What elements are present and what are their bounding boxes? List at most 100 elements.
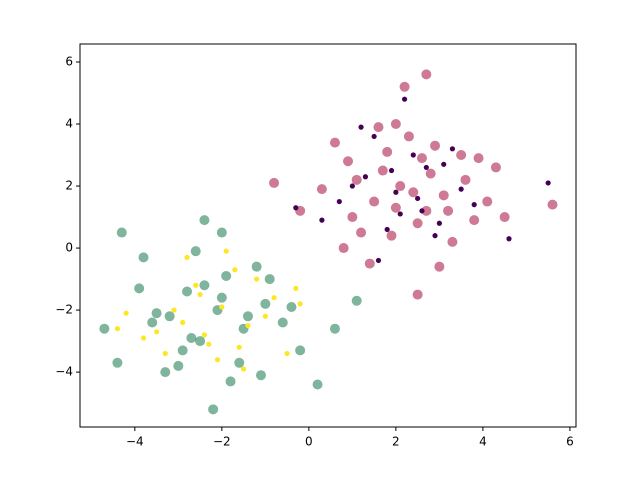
scatter-point xyxy=(190,246,201,257)
scatter-point xyxy=(423,164,429,171)
plot-area xyxy=(80,44,576,427)
scatter-point xyxy=(473,153,484,164)
scatter-point xyxy=(216,292,227,303)
scatter-point xyxy=(234,357,245,368)
scatter-point xyxy=(349,183,355,189)
y-tick-label: 6 xyxy=(65,54,73,68)
scatter-point xyxy=(425,168,436,179)
scatter-point xyxy=(293,205,299,211)
scatter-point xyxy=(197,291,203,298)
scatter-point xyxy=(410,152,416,158)
scatter-point xyxy=(173,360,184,371)
scatter-point xyxy=(375,257,382,264)
scatter-point xyxy=(293,285,299,291)
scatter-point xyxy=(358,124,364,130)
scatter-point xyxy=(295,345,306,356)
scatter-point xyxy=(499,212,510,223)
scatter-point xyxy=(245,322,251,329)
scatter-point xyxy=(412,218,423,229)
x-tick-label: 2 xyxy=(392,435,400,449)
scatter-point xyxy=(351,174,362,185)
scatter-point xyxy=(221,270,232,281)
scatter-point xyxy=(242,311,253,322)
scatter-point xyxy=(199,215,210,226)
scatter-point xyxy=(232,267,238,273)
scatter-point xyxy=(269,177,280,188)
scatter-point xyxy=(236,344,242,350)
scatter-point xyxy=(319,217,325,223)
scatter-point xyxy=(390,119,401,130)
scatter-point xyxy=(384,226,390,233)
scatter-point xyxy=(393,189,399,195)
scatter-point xyxy=(460,174,471,185)
scatter-point xyxy=(251,261,262,272)
scatter-point xyxy=(153,329,160,335)
scatter-point xyxy=(408,187,419,198)
scatter-point xyxy=(219,304,225,310)
scatter-point xyxy=(151,308,162,319)
y-tick-label: 4 xyxy=(65,117,73,131)
scatter-point xyxy=(401,96,408,102)
scatter-point xyxy=(162,350,168,357)
scatter-point xyxy=(116,227,127,238)
scatter-point xyxy=(436,220,442,226)
scatter-point xyxy=(471,202,477,208)
scatter-point xyxy=(171,307,177,313)
scatter-point xyxy=(545,180,551,186)
scatter-point xyxy=(399,81,410,92)
scatter-point xyxy=(254,276,260,282)
scatter-point xyxy=(390,202,401,213)
x-tick-label: 0 xyxy=(305,435,313,449)
scatter-point xyxy=(164,311,175,322)
scatter-point xyxy=(114,326,121,332)
scatter-point xyxy=(373,122,384,133)
y-tick-label: −2 xyxy=(55,303,73,317)
scatter-point xyxy=(255,370,266,381)
scatter-point xyxy=(180,319,186,326)
scatter-point xyxy=(262,313,268,319)
scatter-point xyxy=(386,230,397,241)
scatter-point xyxy=(264,274,275,285)
scatter-point xyxy=(312,379,323,390)
scatter-point xyxy=(240,366,247,372)
scatter-point xyxy=(395,181,406,192)
scatter-point xyxy=(271,295,277,301)
scatter-point xyxy=(371,133,377,140)
scatter-point xyxy=(336,198,342,205)
scatter-point xyxy=(347,212,358,223)
scatter-point xyxy=(364,258,375,269)
scatter-point xyxy=(186,332,197,343)
scatter-point xyxy=(206,341,212,347)
y-tick-label: 0 xyxy=(65,241,73,255)
scatter-point xyxy=(351,295,362,306)
scatter-point xyxy=(329,323,340,334)
scatter-point xyxy=(421,69,432,80)
scatter-point xyxy=(447,236,458,247)
scatter-point xyxy=(147,317,158,328)
x-tick-label: −4 xyxy=(126,435,144,449)
scatter-point xyxy=(112,357,123,368)
scatter-point xyxy=(214,357,221,363)
scatter-point xyxy=(456,150,467,161)
scatter-point xyxy=(458,186,464,192)
scatter-point xyxy=(177,345,188,356)
scatter-point xyxy=(297,301,303,307)
x-tick-label: −2 xyxy=(213,435,231,449)
scatter-point xyxy=(403,131,414,142)
scatter-point xyxy=(201,332,208,338)
scatter-point xyxy=(419,208,425,214)
scatter-point xyxy=(377,165,388,176)
scatter-point xyxy=(547,199,558,210)
scatter-point xyxy=(397,211,403,217)
scatter-point xyxy=(362,174,369,180)
scatter-point xyxy=(506,236,512,242)
scatter-point xyxy=(490,162,501,173)
scatter-point xyxy=(216,227,227,238)
marks xyxy=(99,69,558,415)
scatter-point xyxy=(438,190,449,201)
scatter-point xyxy=(432,233,438,239)
scatter-point xyxy=(199,280,210,291)
scatter-point xyxy=(277,317,288,328)
scatter-point xyxy=(443,205,454,216)
